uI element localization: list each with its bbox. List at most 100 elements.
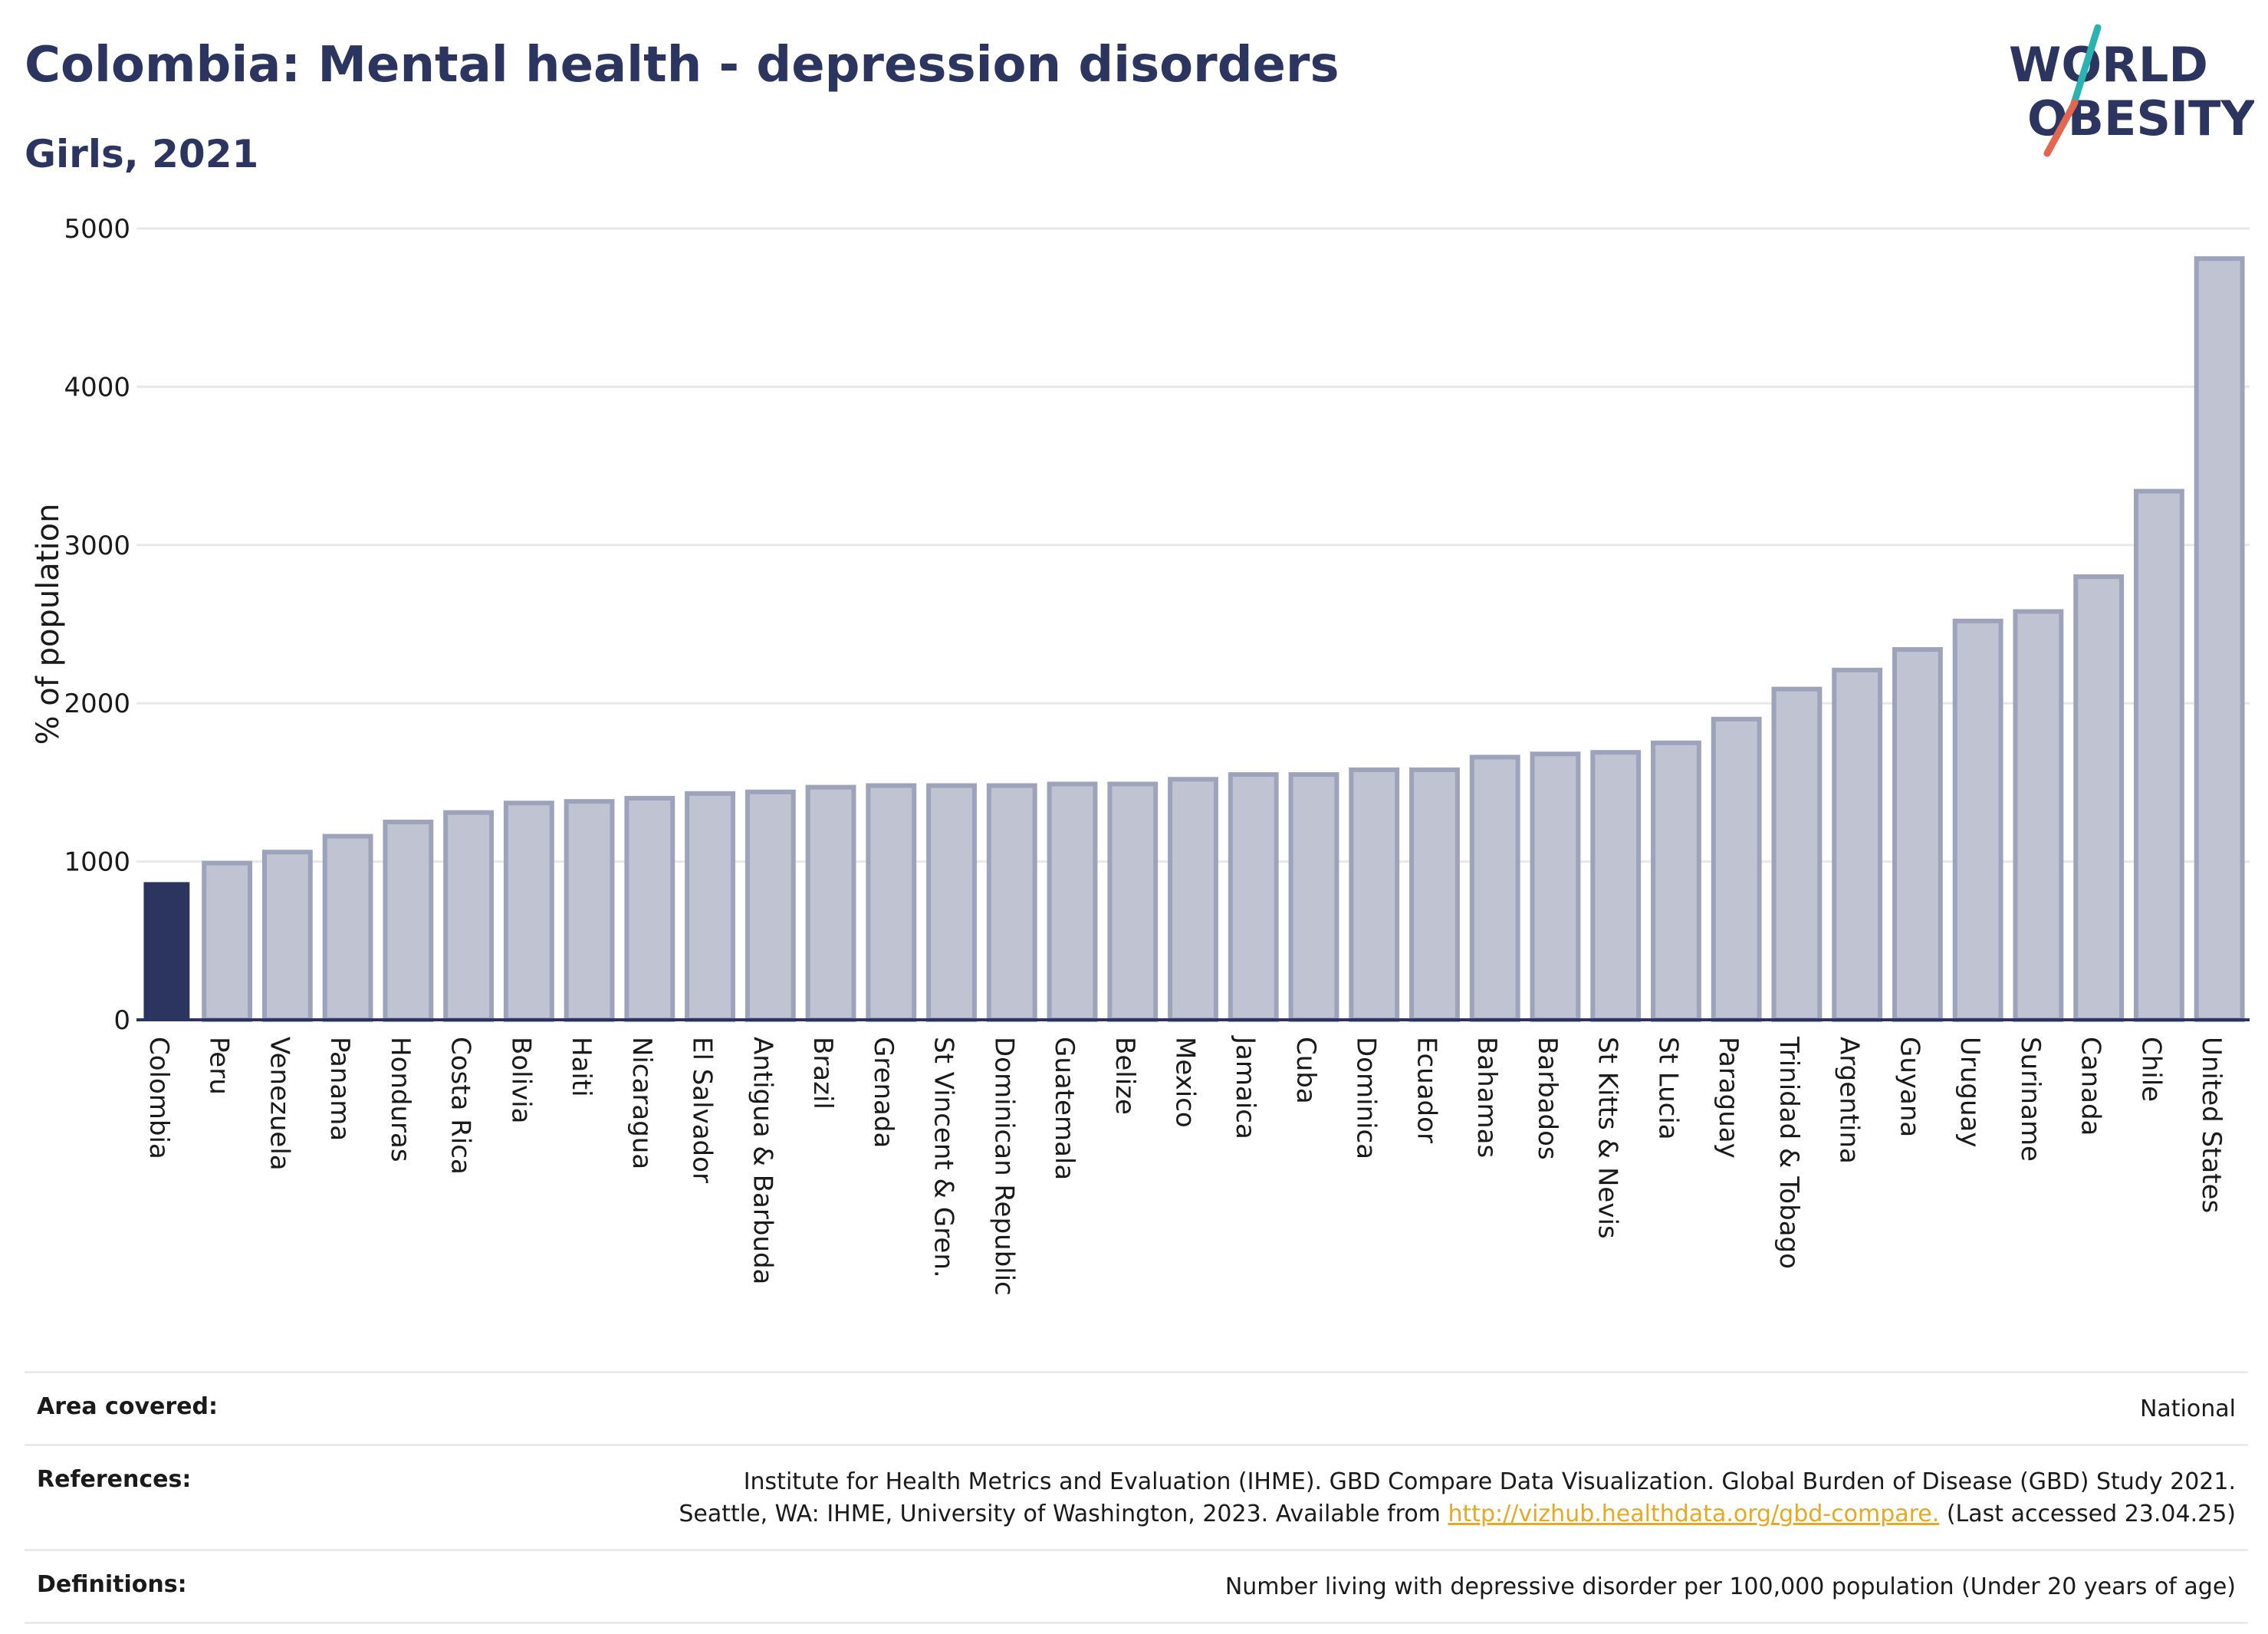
definitions-value: Number living with depressive disorder p… bbox=[1224, 1573, 2236, 1600]
logo-slash-teal bbox=[2069, 24, 2102, 110]
definitions-label: Definitions: bbox=[37, 1571, 187, 1598]
references-line2-prefix: Seattle, WA: IHME, University of Washing… bbox=[679, 1501, 1448, 1527]
x-tick-label: Peru bbox=[204, 1037, 235, 1095]
bar bbox=[2013, 609, 2064, 1022]
references-line1: Institute for Health Metrics and Evaluat… bbox=[743, 1468, 2236, 1495]
bar bbox=[685, 791, 735, 1023]
bar bbox=[503, 801, 554, 1023]
world-obesity-logo: WORLD OBESITY bbox=[2009, 24, 2254, 157]
y-tick-labels: 0 1000 2000 3000 4000 5000 bbox=[64, 214, 130, 1036]
x-tick-label: Jamaica bbox=[1230, 1035, 1261, 1139]
logo-slash-coral bbox=[2043, 99, 2079, 157]
x-tick-label: Dominican Republic bbox=[988, 1037, 1019, 1296]
bar bbox=[1228, 772, 1279, 1023]
bar bbox=[624, 796, 675, 1023]
bar bbox=[322, 833, 373, 1023]
y-tick-label: 0 bbox=[113, 1005, 130, 1036]
bar bbox=[564, 799, 615, 1022]
bars bbox=[143, 256, 2245, 1023]
x-tick-label: Grenada bbox=[868, 1037, 899, 1148]
x-tick-label: United States bbox=[2196, 1037, 2227, 1213]
bar bbox=[805, 784, 856, 1023]
area-label: Area covered: bbox=[37, 1393, 218, 1420]
bar bbox=[2073, 574, 2125, 1022]
references-link[interactable]: http://vizhub.healthdata.org/gbd-compare… bbox=[1448, 1501, 1940, 1527]
x-tick-label: St Kitts & Nevis bbox=[1593, 1037, 1623, 1239]
x-tick-label: Dominica bbox=[1351, 1037, 1382, 1159]
x-tick-label: Mexico bbox=[1170, 1037, 1201, 1128]
bar bbox=[866, 783, 917, 1022]
chart-subtitle: Girls, 2021 bbox=[25, 132, 259, 176]
x-tick-label: Belize bbox=[1109, 1037, 1140, 1115]
bar bbox=[1469, 755, 1520, 1022]
x-tick-label: El Salvador bbox=[687, 1037, 718, 1183]
area-value: National bbox=[2139, 1396, 2236, 1422]
y-tick-label: 4000 bbox=[64, 372, 130, 403]
bar bbox=[202, 860, 253, 1022]
bar bbox=[1107, 781, 1159, 1022]
y-tick-label: 1000 bbox=[64, 847, 130, 878]
footer-row-references: References: Institute for Health Metrics… bbox=[25, 1444, 2248, 1549]
bar bbox=[1590, 750, 1642, 1023]
bar bbox=[143, 882, 190, 1020]
y-tick-label: 3000 bbox=[64, 531, 130, 561]
bar bbox=[1952, 618, 2003, 1022]
bar bbox=[1651, 740, 1701, 1022]
bar bbox=[744, 789, 796, 1023]
bar-chart: 0 1000 2000 3000 4000 5000 Colombia Peru Venezu… bbox=[31, 214, 2250, 1296]
bar bbox=[1288, 772, 1339, 1023]
y-tick-label: 5000 bbox=[64, 214, 130, 245]
x-tick-label: Suriname bbox=[2015, 1037, 2046, 1162]
footer-row-area: Area covered: National bbox=[25, 1371, 2248, 1444]
references-label: References: bbox=[37, 1466, 192, 1493]
x-tick-label: Panama bbox=[324, 1037, 355, 1141]
x-tick-label: Uruguay bbox=[1954, 1037, 1985, 1148]
footer-row-definitions: Definitions: Number living with depressi… bbox=[25, 1549, 2248, 1624]
x-tick-label: Paraguay bbox=[1713, 1037, 1744, 1159]
bar bbox=[1409, 767, 1460, 1022]
x-tick-label: Barbados bbox=[1532, 1037, 1563, 1160]
chart-title: Colombia: Mental health - depression dis… bbox=[25, 37, 1339, 94]
footer-table: Area covered: National References: Insti… bbox=[25, 1371, 2248, 1624]
bar bbox=[1349, 767, 1400, 1022]
bar bbox=[2194, 256, 2245, 1022]
x-tick-label: Guyana bbox=[1894, 1037, 1925, 1137]
x-tick-label: Bahamas bbox=[1471, 1037, 1502, 1158]
x-tick-label: Chile bbox=[2135, 1037, 2166, 1102]
x-tick-label: St Vincent & Gren. bbox=[929, 1037, 959, 1278]
x-tick-label: Cuba bbox=[1290, 1037, 1321, 1104]
bar bbox=[1711, 716, 1762, 1023]
x-tick-label: Argentina bbox=[1834, 1037, 1865, 1164]
bar bbox=[1892, 647, 1943, 1022]
bar bbox=[2133, 488, 2184, 1022]
bar bbox=[1530, 751, 1581, 1022]
x-tick-label: Nicaragua bbox=[626, 1037, 657, 1169]
x-tick-label: Canada bbox=[2076, 1037, 2106, 1136]
bar bbox=[1771, 686, 1823, 1023]
bar bbox=[926, 783, 977, 1022]
x-tick-label: Bolivia bbox=[505, 1037, 536, 1123]
x-tick-label: Costa Rica bbox=[445, 1037, 476, 1175]
x-tick-label: Haiti bbox=[566, 1037, 597, 1097]
x-tick-label: Trinidad & Tobago bbox=[1773, 1036, 1804, 1269]
x-tick-label: St Lucia bbox=[1652, 1037, 1683, 1140]
references-line2-suffix: (Last accessed 23.04.25) bbox=[1939, 1501, 2236, 1527]
x-tick-label: Guatemala bbox=[1049, 1037, 1080, 1180]
bar bbox=[1047, 781, 1098, 1022]
references-value: Institute for Health Metrics and Evaluat… bbox=[679, 1466, 2236, 1530]
bar bbox=[1168, 777, 1218, 1022]
bar bbox=[383, 820, 434, 1022]
x-tick-label: Venezuela bbox=[264, 1037, 294, 1171]
bar bbox=[986, 783, 1037, 1022]
x-tick-label: Brazil bbox=[807, 1037, 838, 1110]
bar bbox=[261, 850, 313, 1022]
y-tick-label: 2000 bbox=[64, 689, 130, 719]
x-tick-label: Honduras bbox=[385, 1037, 416, 1162]
x-tick-label: Ecuador bbox=[1411, 1037, 1441, 1143]
bar bbox=[1832, 667, 1883, 1023]
y-axis-title: % of population bbox=[31, 504, 66, 745]
x-tick-label: Antigua & Barbuda bbox=[747, 1037, 777, 1284]
bar bbox=[443, 810, 495, 1022]
x-tick-labels: Colombia Peru Venezuela Panama Honduras Costa… bbox=[143, 1035, 2227, 1296]
logo-line1: WORLD bbox=[2009, 37, 2208, 93]
